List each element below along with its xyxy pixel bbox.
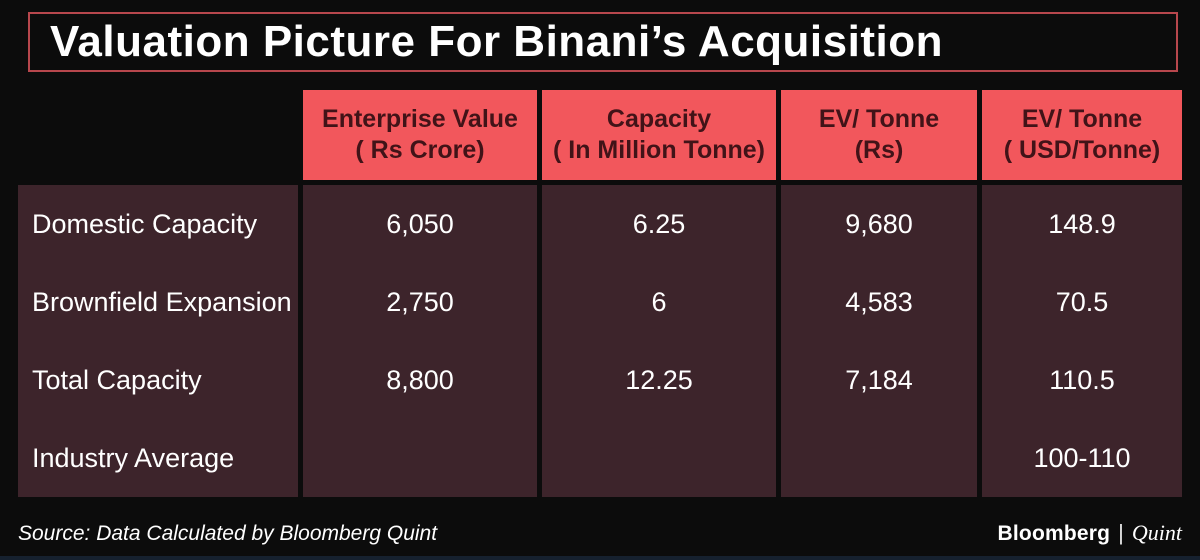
value-cell: 8,800 [303,341,537,419]
table-body: Domestic Capacity 6,050 6.25 9,680 148.9… [18,185,1182,497]
value-cell: 6,050 [303,185,537,263]
value-cell: 7,184 [781,341,977,419]
page-title: Valuation Picture For Binani’s Acquisiti… [50,17,943,66]
bloomberg-wordmark: Bloomberg [997,522,1111,545]
bottom-strip [0,556,1200,560]
value-cell: 148.9 [982,185,1182,263]
col-header-capacity: Capacity ( In Million Tonne) [542,90,776,180]
source-credit: Source: Data Calculated by Bloomberg Qui… [18,522,438,545]
quint-wordmark: Quint [1131,520,1182,545]
corner-cell [18,90,298,180]
value-cell: 6 [542,263,776,341]
value-cell: 6.25 [542,185,776,263]
bloomberg-quint-logo: Bloomberg | Quint [998,520,1182,546]
row-label: Brownfield Expansion [18,263,298,341]
value-cell: 12.25 [542,341,776,419]
row-label: Total Capacity [18,341,298,419]
col-header-enterprise-value: Enterprise Value ( Rs Crore) [303,90,537,180]
value-cell [781,419,977,497]
value-cell [303,419,537,497]
value-cell: 2,750 [303,263,537,341]
footer: Source: Data Calculated by Bloomberg Qui… [18,520,1182,546]
value-cell: 110.5 [982,341,1182,419]
table-header-row: Enterprise Value ( Rs Crore) Capacity ( … [18,90,1182,180]
value-cell: 70.5 [982,263,1182,341]
value-cell: 100-110 [982,419,1182,497]
col-header-ev-tonne-usd: EV/ Tonne ( USD/Tonne) [982,90,1182,180]
logo-divider: | [1118,520,1124,545]
row-label: Industry Average [18,419,298,497]
value-cell: 4,583 [781,263,977,341]
row-label: Domestic Capacity [18,185,298,263]
col-header-ev-tonne-rs: EV/ Tonne (Rs) [781,90,977,180]
value-cell [542,419,776,497]
title-box: Valuation Picture For Binani’s Acquisiti… [28,12,1178,72]
value-cell: 9,680 [781,185,977,263]
